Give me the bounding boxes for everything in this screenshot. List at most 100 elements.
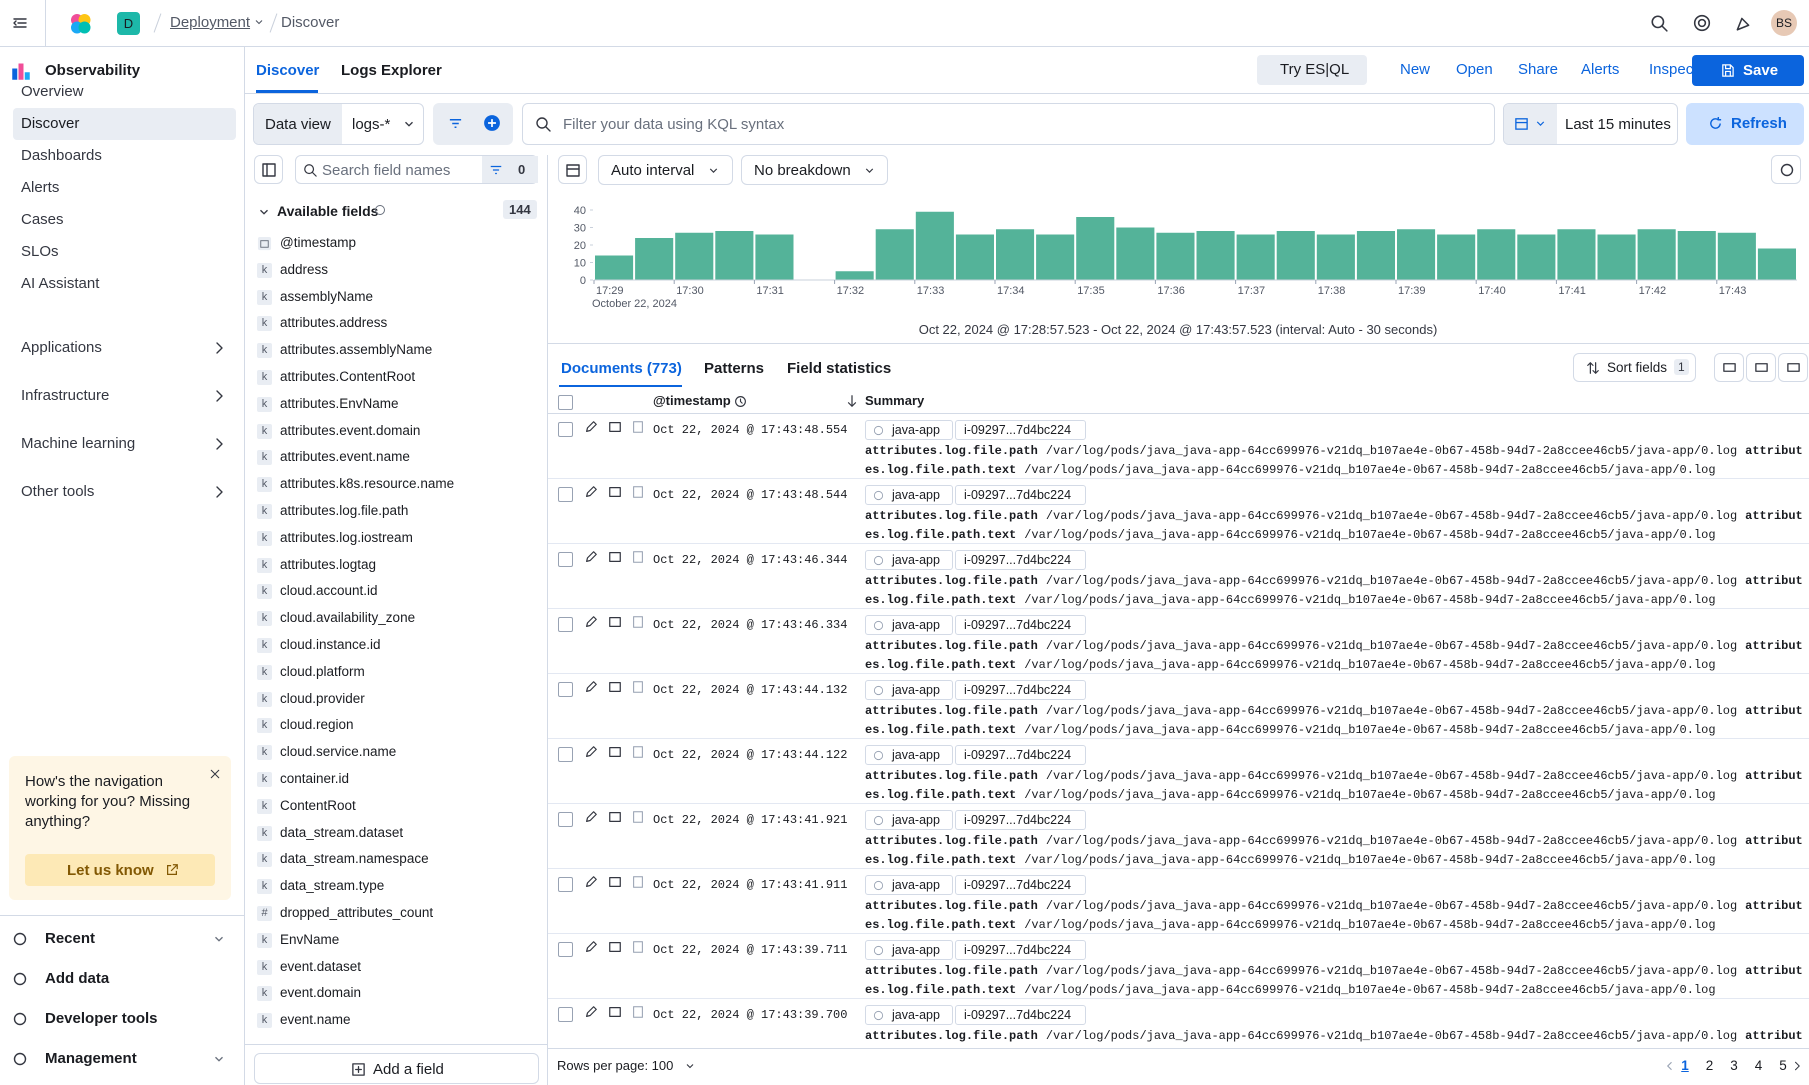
service-badge[interactable]: java-app xyxy=(865,810,953,830)
data-view-picker[interactable]: Data view logs-* xyxy=(253,103,424,145)
host-badge[interactable]: i-09297...7d4bc224 xyxy=(955,420,1086,440)
service-badge[interactable]: java-app xyxy=(865,550,953,570)
nav-item[interactable]: Discover xyxy=(21,115,80,132)
date-picker[interactable]: Last 15 minutes xyxy=(1503,103,1678,145)
host-badge[interactable]: i-09297...7d4bc224 xyxy=(955,1005,1086,1025)
field-name[interactable]: cloud.instance.id xyxy=(280,637,381,652)
rows-per-page[interactable]: Rows per page: 100 xyxy=(557,1058,674,1073)
nav-group[interactable]: Applications xyxy=(21,339,102,356)
checkbox[interactable] xyxy=(558,422,573,437)
nav-item[interactable]: Alerts xyxy=(21,179,60,196)
nav-group[interactable]: Infrastructure xyxy=(21,387,110,404)
action-link[interactable]: Alerts xyxy=(1581,61,1620,78)
field-name[interactable]: attributes.event.name xyxy=(280,449,410,465)
action-link[interactable]: New xyxy=(1400,61,1431,78)
service-badge[interactable]: java-app xyxy=(865,940,953,960)
field-search[interactable]: Search field names 0 xyxy=(295,155,538,184)
field-name[interactable]: cloud.region xyxy=(280,717,354,733)
field-name[interactable]: cloud.availability_zone xyxy=(280,610,416,626)
doc-tab[interactable]: Field statistics xyxy=(787,360,892,377)
field-name[interactable]: attributes.k8s.resource.name xyxy=(280,476,455,492)
field-name[interactable]: event.name xyxy=(280,1012,351,1028)
service-badge[interactable]: java-app xyxy=(865,875,953,895)
checkbox[interactable] xyxy=(558,395,573,410)
field-name[interactable]: @timestamp xyxy=(280,235,356,250)
checkbox[interactable] xyxy=(558,682,573,697)
service-badge[interactable]: java-app xyxy=(865,615,953,635)
field-name[interactable]: attributes.address xyxy=(280,315,388,331)
checkbox[interactable] xyxy=(558,942,573,957)
nav-bottom-item[interactable]: Management xyxy=(45,1050,137,1067)
nav-item[interactable]: Cases xyxy=(21,211,64,228)
nav-item[interactable]: Dashboards xyxy=(21,147,102,164)
checkbox[interactable] xyxy=(558,812,573,827)
checkbox[interactable] xyxy=(558,747,573,762)
nav-group[interactable]: Other tools xyxy=(21,483,95,500)
field-name[interactable]: attributes.log.file.path xyxy=(280,503,409,518)
grid-option[interactable] xyxy=(1778,353,1808,382)
doc-tab[interactable]: Patterns xyxy=(704,360,765,377)
page-link[interactable]: 3 xyxy=(1730,1058,1738,1073)
host-badge[interactable]: i-09297...7d4bc224 xyxy=(955,810,1086,830)
field-name[interactable]: container.id xyxy=(280,771,350,786)
page-link[interactable]: 4 xyxy=(1754,1058,1763,1073)
field-name[interactable]: attributes.assemblyName xyxy=(280,342,433,358)
nav-item[interactable]: SLOs xyxy=(21,243,59,260)
nav-bottom-item[interactable]: Recent xyxy=(45,930,96,947)
column-header[interactable]: @timestamp xyxy=(653,393,731,408)
service-badge[interactable]: java-app xyxy=(865,420,953,440)
tab[interactable]: Discover xyxy=(256,62,320,79)
field-name[interactable]: cloud.account.id xyxy=(280,583,378,599)
field-name[interactable]: attributes.ContentRoot xyxy=(280,369,416,384)
space-avatar[interactable]: D xyxy=(117,12,140,35)
nav-item[interactable]: Overview xyxy=(21,83,84,100)
field-name[interactable]: attributes.event.domain xyxy=(280,422,421,438)
nav-bottom-item[interactable]: Developer tools xyxy=(45,1010,158,1027)
doc-tab[interactable]: Documents (773) xyxy=(561,360,682,377)
tab[interactable]: Logs Explorer xyxy=(341,62,442,79)
chart-options[interactable] xyxy=(1771,155,1801,184)
chart-settings[interactable] xyxy=(558,155,587,184)
service-badge[interactable]: java-app xyxy=(865,745,953,765)
nav-item[interactable]: AI Assistant xyxy=(21,275,100,292)
grid-option[interactable] xyxy=(1714,353,1744,382)
callout-link[interactable]: Let us know xyxy=(25,854,215,886)
field-name[interactable]: dropped_attributes_count xyxy=(280,905,434,920)
host-badge[interactable]: i-09297...7d4bc224 xyxy=(955,680,1086,700)
checkbox[interactable] xyxy=(558,487,573,502)
user-avatar[interactable]: BS xyxy=(1771,10,1797,36)
page-link[interactable]: 1 xyxy=(1681,1058,1689,1073)
field-name[interactable]: data_stream.type xyxy=(280,878,385,894)
service-badge[interactable]: java-app xyxy=(865,1005,953,1025)
host-badge[interactable]: i-09297...7d4bc224 xyxy=(955,485,1086,505)
add-field-button[interactable]: Add a field xyxy=(254,1053,539,1084)
field-name[interactable]: data_stream.namespace xyxy=(280,851,429,867)
field-name[interactable]: data_stream.dataset xyxy=(280,824,404,840)
service-badge[interactable]: java-app xyxy=(865,485,953,505)
host-badge[interactable]: i-09297...7d4bc224 xyxy=(955,875,1086,895)
service-badge[interactable]: java-app xyxy=(865,680,953,700)
field-name[interactable]: cloud.platform xyxy=(280,663,365,679)
field-name[interactable]: attributes.EnvName xyxy=(280,395,399,411)
field-name[interactable]: attributes.log.iostream xyxy=(280,529,413,545)
field-name[interactable]: attributes.logtag xyxy=(280,556,377,572)
page-link[interactable]: 5 xyxy=(1779,1058,1787,1073)
sort-fields-button[interactable]: Sort fields 1 xyxy=(1573,353,1696,382)
interval-select[interactable]: Auto interval xyxy=(598,155,733,185)
grid-option[interactable] xyxy=(1746,353,1776,382)
nav-group[interactable]: Machine learning xyxy=(21,435,136,452)
checkbox[interactable] xyxy=(558,877,573,892)
field-name[interactable]: EnvName xyxy=(280,931,340,947)
field-name[interactable]: event.domain xyxy=(280,985,362,1001)
field-name[interactable]: assemblyName xyxy=(280,288,374,304)
field-name[interactable]: ContentRoot xyxy=(280,797,356,813)
column-header[interactable]: Summary xyxy=(865,393,925,408)
nav-bottom-item[interactable]: Add data xyxy=(45,970,110,987)
host-badge[interactable]: i-09297...7d4bc224 xyxy=(955,745,1086,765)
action-link[interactable]: Share xyxy=(1518,61,1559,78)
breadcrumb[interactable]: Deployment xyxy=(170,14,251,31)
field-name[interactable]: cloud.provider xyxy=(280,690,365,706)
refresh-button[interactable]: Refresh xyxy=(1686,103,1804,145)
field-name[interactable]: cloud.service.name xyxy=(280,744,397,760)
action-link[interactable]: Open xyxy=(1456,61,1493,78)
